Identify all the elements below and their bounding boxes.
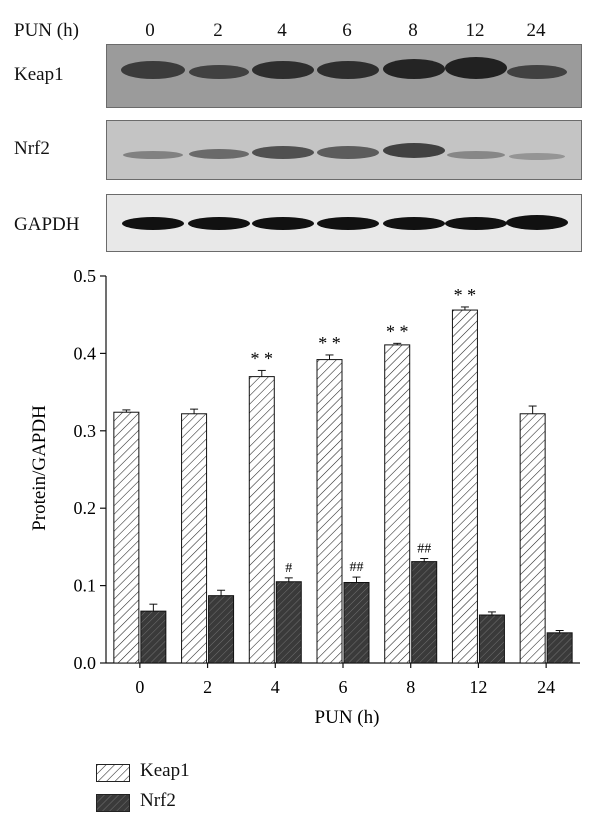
blot-band: [509, 153, 565, 160]
chart-legend: Keap1 Nrf2: [96, 760, 296, 820]
bar-nrf2: [275, 581, 302, 664]
x-tick-label: 12: [469, 677, 487, 697]
blot-band: [507, 65, 567, 79]
legend-label: Keap1: [140, 760, 190, 781]
x-axis-label: PUN (h): [315, 707, 380, 728]
bar-keap1: [248, 376, 275, 664]
bar-keap1: [519, 413, 546, 664]
y-tick-label: 0.5: [74, 266, 97, 286]
legend-swatch-nrf2: [96, 794, 130, 812]
blot-timepoint-label: 6: [342, 20, 352, 41]
blot-band: [383, 143, 445, 158]
blot-band: [317, 61, 379, 79]
blot-row-label: GAPDH: [14, 214, 80, 235]
x-tick-label: 8: [406, 677, 415, 697]
blot-row-label: Keap1: [14, 64, 64, 85]
blot-band: [445, 217, 507, 230]
blot-timepoint-label: 0: [145, 20, 155, 41]
blot-band: [121, 61, 185, 79]
blot-band: [123, 151, 183, 159]
blot-row-label: Nrf2: [14, 138, 50, 159]
blot-band: [317, 146, 379, 159]
blot-row-nrf2: Nrf2: [0, 120, 600, 182]
blot-timepoint-label: 4: [277, 20, 287, 41]
bar-keap1: [451, 309, 478, 664]
y-tick-label: 0.1: [74, 576, 97, 596]
bar-keap1: [181, 413, 208, 664]
bar-nrf2: [140, 610, 167, 664]
y-tick-label: 0.3: [74, 421, 97, 441]
x-tick-label: 24: [537, 677, 555, 697]
significance-marker: ##: [417, 542, 431, 557]
legend-item-nrf2: Nrf2: [96, 790, 296, 820]
x-tick-label: 2: [203, 677, 212, 697]
blot-band: [252, 217, 314, 230]
legend-label: Nrf2: [140, 790, 176, 811]
blot-band: [383, 217, 445, 230]
bar-nrf2: [478, 614, 505, 664]
y-tick-label: 0.0: [74, 653, 97, 673]
blot-band: [189, 65, 249, 79]
blot-header: PUN (h) 0 2 4 6 8 12 24: [0, 0, 600, 44]
bar-keap1: [384, 344, 411, 664]
blot-timepoint-label: 12: [465, 20, 485, 41]
significance-marker: * *: [318, 333, 341, 353]
significance-marker: * *: [251, 348, 274, 368]
blot-band: [447, 151, 505, 159]
blot-row-gapdh: GAPDH: [0, 194, 600, 252]
blot-image-keap1: [106, 44, 582, 108]
blot-band: [506, 215, 568, 230]
blot-header-label: PUN (h): [14, 20, 79, 41]
significance-marker: * *: [386, 321, 409, 341]
bar-chart: 0.00.10.20.30.40.50 2 4 6 8 12 24 * *#* *##* *…: [29, 266, 580, 728]
blot-band: [189, 149, 249, 159]
blot-image-nrf2: [106, 120, 582, 180]
legend-swatch-keap1: [96, 764, 130, 782]
x-tick-label: 4: [271, 677, 280, 697]
bar-keap1: [316, 359, 343, 664]
y-tick-label: 0.4: [74, 343, 97, 363]
y-tick-label: 0.2: [74, 498, 97, 518]
blot-band: [188, 217, 250, 230]
blot-row-keap1: Keap1: [0, 44, 600, 110]
significance-marker: * *: [454, 285, 477, 305]
bar-nrf2: [343, 582, 370, 664]
blot-timepoint-label: 24: [526, 20, 546, 41]
significance-marker: ##: [350, 560, 364, 575]
blot-band: [252, 61, 314, 79]
chart-bars: [113, 306, 573, 664]
blot-timepoint-label: 8: [408, 20, 418, 41]
blot-band: [383, 59, 445, 79]
chart-annotations: * * # * * ## * * ## * *: [251, 285, 477, 576]
blot-band: [317, 217, 379, 230]
bar-nrf2: [546, 632, 573, 664]
significance-marker: #: [285, 561, 292, 576]
legend-item-keap1: Keap1: [96, 760, 296, 790]
y-axis-label: Protein/GAPDH: [29, 405, 50, 531]
bar-nrf2: [208, 595, 235, 664]
blot-band: [445, 57, 507, 79]
blot-band: [122, 217, 184, 230]
blot-image-gapdh: [106, 194, 582, 252]
x-tick-label: 6: [339, 677, 348, 697]
bar-nrf2: [411, 561, 438, 664]
x-tick-label: 0: [135, 677, 144, 697]
bar-keap1: [113, 411, 140, 664]
blot-band: [252, 146, 314, 159]
blot-timepoint-label: 2: [213, 20, 223, 41]
